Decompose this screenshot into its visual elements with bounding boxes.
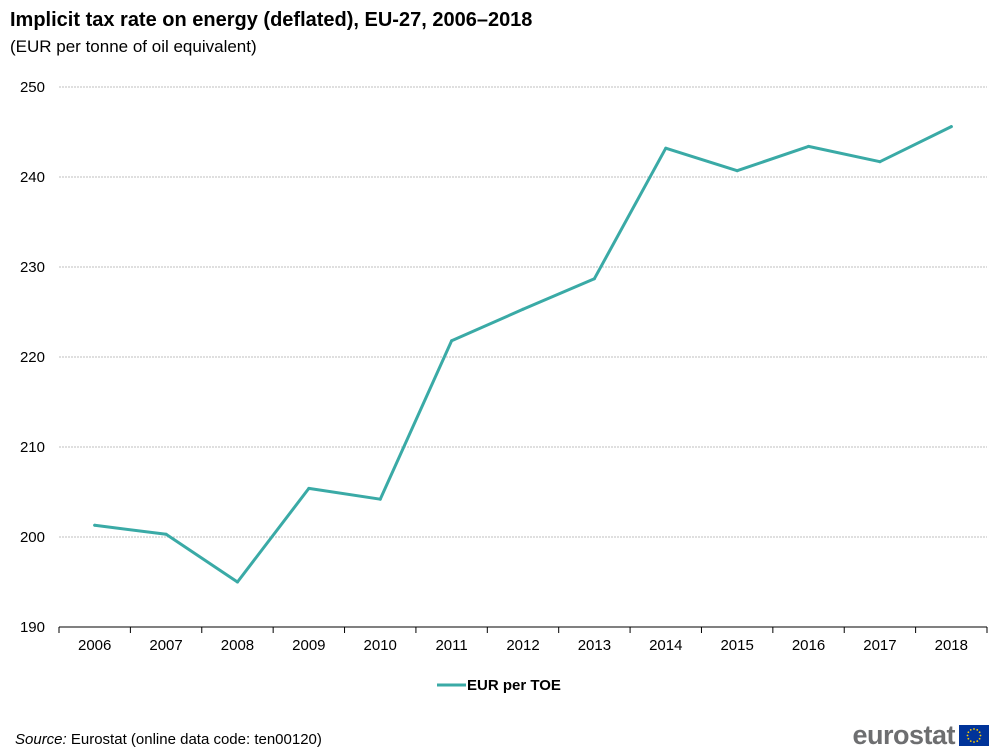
y-tick-label: 210 (20, 439, 45, 456)
flag-star (969, 740, 972, 743)
chart-subtitle: (EUR per tonne of oil equivalent) (10, 37, 257, 56)
data-point (735, 169, 739, 173)
x-tick-label: 2006 (78, 637, 111, 654)
x-tick-label: 2007 (149, 637, 182, 654)
data-point (878, 160, 882, 164)
y-tick-label: 250 (20, 79, 45, 96)
data-point (664, 146, 668, 150)
series-lines (93, 125, 953, 584)
series-line (93, 125, 953, 584)
eurostat-logo-text: eurostat (852, 720, 955, 750)
x-tick-label: 2018 (935, 637, 968, 654)
x-tick-label: 2017 (863, 637, 896, 654)
x-tick-label: 2013 (578, 637, 611, 654)
flag-star (979, 734, 982, 737)
gridlines (59, 86, 987, 538)
flag-star (967, 731, 970, 734)
data-point (307, 486, 311, 490)
x-tick-label: 2012 (506, 637, 539, 654)
x-tick-label: 2010 (364, 637, 397, 654)
data-point (235, 580, 239, 584)
x-tick-label: 2009 (292, 637, 325, 654)
flag-star (976, 740, 979, 743)
legend-label: EUR per TOE (467, 677, 561, 694)
x-axis (58, 626, 988, 633)
flag-star (966, 734, 969, 737)
flag-star (973, 741, 975, 743)
data-point (378, 497, 382, 501)
eurostat-logo: eurostat (852, 722, 989, 749)
flag-star (976, 728, 979, 731)
flag-star (978, 731, 981, 734)
source-note: Source: Eurostat (online data code: ten0… (15, 731, 322, 748)
x-tick-label: 2015 (720, 637, 753, 654)
data-point (164, 532, 168, 536)
x-axis-tick-labels: 2006 2007 2008 2009 2010 2011 2012 2013 2014 2015… (78, 637, 968, 654)
flag-star (969, 728, 972, 731)
flag-star (978, 737, 981, 740)
x-tick-label: 2014 (649, 637, 682, 654)
eu-flag-icon (959, 725, 989, 746)
data-point (592, 277, 596, 281)
x-tick-label: 2011 (435, 637, 467, 654)
data-point (93, 523, 97, 527)
flag-star (973, 728, 975, 730)
y-tick-label: 230 (20, 259, 45, 276)
legend: EUR per TOE (437, 677, 561, 694)
x-tick-label: 2016 (792, 637, 825, 654)
chart-title: Implicit tax rate on energy (deflated), … (10, 9, 533, 31)
y-tick-label: 240 (20, 169, 45, 186)
y-tick-label: 200 (20, 529, 45, 546)
y-tick-label: 190 (20, 619, 45, 636)
y-axis-tick-labels: 190 200 210 220 230 240 250 (20, 79, 45, 636)
data-point (450, 339, 454, 343)
data-point (521, 307, 525, 311)
data-point (949, 125, 953, 129)
source-label: Source: (15, 731, 67, 748)
source-text: Eurostat (online data code: ten00120) (66, 731, 322, 748)
flag-star (967, 737, 970, 740)
x-tick-label: 2008 (221, 637, 254, 654)
y-tick-label: 220 (20, 349, 45, 366)
data-point (807, 144, 811, 148)
